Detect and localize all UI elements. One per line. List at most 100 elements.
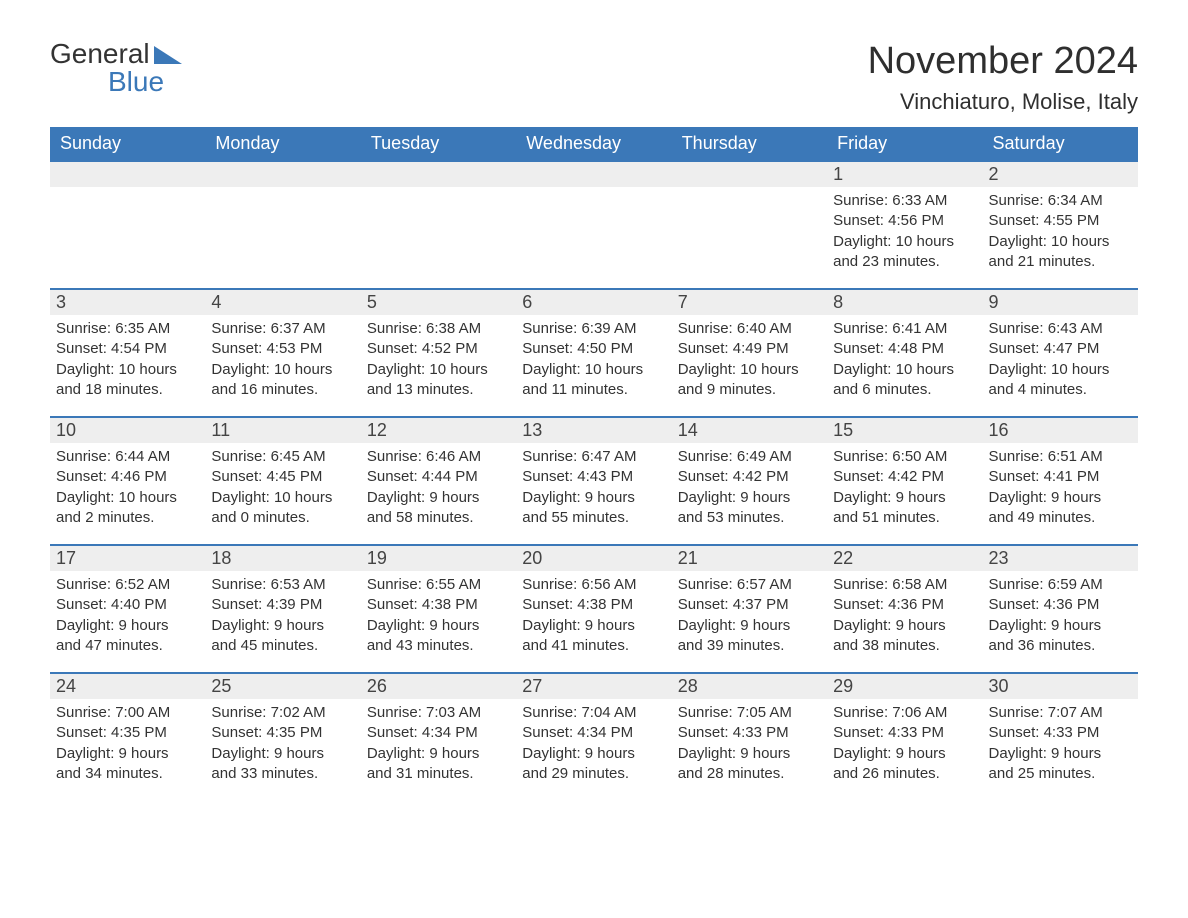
day-daylight2: and 31 minutes.	[367, 764, 510, 784]
day-sunrise: Sunrise: 6:46 AM	[367, 447, 510, 467]
day-details: Sunrise: 6:52 AMSunset: 4:40 PMDaylight:…	[50, 571, 205, 660]
day-sunrise: Sunrise: 6:33 AM	[833, 191, 976, 211]
day-details: Sunrise: 6:58 AMSunset: 4:36 PMDaylight:…	[827, 571, 982, 660]
day-sunset: Sunset: 4:45 PM	[211, 467, 354, 487]
calendar-day-cell: 18Sunrise: 6:53 AMSunset: 4:39 PMDayligh…	[205, 544, 360, 672]
weekday-saturday: Saturday	[983, 127, 1138, 160]
day-sunrise: Sunrise: 6:52 AM	[56, 575, 199, 595]
day-sunrise: Sunrise: 6:58 AM	[833, 575, 976, 595]
day-daylight1: Daylight: 9 hours	[833, 488, 976, 508]
logo-triangle-icon	[154, 46, 182, 64]
day-number: 13	[516, 416, 671, 443]
day-daylight2: and 13 minutes.	[367, 380, 510, 400]
calendar-day-cell: 26Sunrise: 7:03 AMSunset: 4:34 PMDayligh…	[361, 672, 516, 800]
day-daylight1: Daylight: 10 hours	[678, 360, 821, 380]
day-sunset: Sunset: 4:54 PM	[56, 339, 199, 359]
day-daylight2: and 45 minutes.	[211, 636, 354, 656]
day-sunset: Sunset: 4:34 PM	[367, 723, 510, 743]
day-number: 20	[516, 544, 671, 571]
day-number: 29	[827, 672, 982, 699]
weekday-thursday: Thursday	[672, 127, 827, 160]
day-daylight1: Daylight: 9 hours	[56, 744, 199, 764]
day-sunset: Sunset: 4:42 PM	[678, 467, 821, 487]
day-details: Sunrise: 7:06 AMSunset: 4:33 PMDaylight:…	[827, 699, 982, 788]
day-number: 28	[672, 672, 827, 699]
day-details: Sunrise: 6:43 AMSunset: 4:47 PMDaylight:…	[983, 315, 1138, 404]
day-details: Sunrise: 6:59 AMSunset: 4:36 PMDaylight:…	[983, 571, 1138, 660]
day-sunset: Sunset: 4:43 PM	[522, 467, 665, 487]
day-number: 10	[50, 416, 205, 443]
day-number: 12	[361, 416, 516, 443]
day-sunrise: Sunrise: 6:38 AM	[367, 319, 510, 339]
day-sunrise: Sunrise: 7:06 AM	[833, 703, 976, 723]
day-sunrise: Sunrise: 6:35 AM	[56, 319, 199, 339]
day-daylight2: and 55 minutes.	[522, 508, 665, 528]
day-daylight1: Daylight: 9 hours	[989, 488, 1132, 508]
day-details: Sunrise: 7:03 AMSunset: 4:34 PMDaylight:…	[361, 699, 516, 788]
day-details: Sunrise: 6:57 AMSunset: 4:37 PMDaylight:…	[672, 571, 827, 660]
day-daylight2: and 25 minutes.	[989, 764, 1132, 784]
calendar-day-cell: 8Sunrise: 6:41 AMSunset: 4:48 PMDaylight…	[827, 288, 982, 416]
day-daylight1: Daylight: 9 hours	[367, 488, 510, 508]
day-details: Sunrise: 7:04 AMSunset: 4:34 PMDaylight:…	[516, 699, 671, 788]
calendar-table: Sunday Monday Tuesday Wednesday Thursday…	[50, 127, 1138, 800]
day-daylight1: Daylight: 10 hours	[989, 232, 1132, 252]
calendar-day-cell: 12Sunrise: 6:46 AMSunset: 4:44 PMDayligh…	[361, 416, 516, 544]
day-number: 21	[672, 544, 827, 571]
day-daylight2: and 21 minutes.	[989, 252, 1132, 272]
day-sunrise: Sunrise: 7:02 AM	[211, 703, 354, 723]
day-number: 6	[516, 288, 671, 315]
day-sunset: Sunset: 4:48 PM	[833, 339, 976, 359]
day-sunset: Sunset: 4:38 PM	[522, 595, 665, 615]
month-title: November 2024	[868, 40, 1138, 83]
day-sunset: Sunset: 4:36 PM	[989, 595, 1132, 615]
day-daylight1: Daylight: 9 hours	[678, 488, 821, 508]
day-number	[672, 160, 827, 187]
day-number: 27	[516, 672, 671, 699]
logo-text-top: General	[50, 40, 150, 68]
day-sunset: Sunset: 4:49 PM	[678, 339, 821, 359]
day-daylight2: and 39 minutes.	[678, 636, 821, 656]
calendar-day-cell: 28Sunrise: 7:05 AMSunset: 4:33 PMDayligh…	[672, 672, 827, 800]
logo: General Blue	[50, 40, 182, 96]
day-sunset: Sunset: 4:38 PM	[367, 595, 510, 615]
day-sunset: Sunset: 4:47 PM	[989, 339, 1132, 359]
day-sunrise: Sunrise: 6:41 AM	[833, 319, 976, 339]
day-sunrise: Sunrise: 6:45 AM	[211, 447, 354, 467]
day-number: 9	[983, 288, 1138, 315]
day-daylight2: and 58 minutes.	[367, 508, 510, 528]
day-number: 1	[827, 160, 982, 187]
day-sunset: Sunset: 4:42 PM	[833, 467, 976, 487]
calendar-week-row: 3Sunrise: 6:35 AMSunset: 4:54 PMDaylight…	[50, 288, 1138, 416]
day-daylight1: Daylight: 9 hours	[56, 616, 199, 636]
day-number	[50, 160, 205, 187]
day-number: 16	[983, 416, 1138, 443]
day-daylight1: Daylight: 9 hours	[522, 488, 665, 508]
day-sunrise: Sunrise: 6:50 AM	[833, 447, 976, 467]
day-sunrise: Sunrise: 6:53 AM	[211, 575, 354, 595]
calendar-day-cell: 7Sunrise: 6:40 AMSunset: 4:49 PMDaylight…	[672, 288, 827, 416]
day-daylight1: Daylight: 10 hours	[833, 232, 976, 252]
day-daylight2: and 4 minutes.	[989, 380, 1132, 400]
day-number	[361, 160, 516, 187]
day-number: 22	[827, 544, 982, 571]
calendar-day-cell: 21Sunrise: 6:57 AMSunset: 4:37 PMDayligh…	[672, 544, 827, 672]
day-daylight1: Daylight: 9 hours	[989, 744, 1132, 764]
day-daylight2: and 47 minutes.	[56, 636, 199, 656]
day-daylight2: and 53 minutes.	[678, 508, 821, 528]
day-number: 8	[827, 288, 982, 315]
day-number	[516, 160, 671, 187]
calendar-day-cell: 19Sunrise: 6:55 AMSunset: 4:38 PMDayligh…	[361, 544, 516, 672]
day-daylight1: Daylight: 9 hours	[211, 744, 354, 764]
day-sunset: Sunset: 4:55 PM	[989, 211, 1132, 231]
day-daylight2: and 23 minutes.	[833, 252, 976, 272]
calendar-day-cell: 23Sunrise: 6:59 AMSunset: 4:36 PMDayligh…	[983, 544, 1138, 672]
weekday-sunday: Sunday	[50, 127, 205, 160]
calendar-day-cell: 25Sunrise: 7:02 AMSunset: 4:35 PMDayligh…	[205, 672, 360, 800]
day-sunrise: Sunrise: 6:49 AM	[678, 447, 821, 467]
calendar-day-cell: 5Sunrise: 6:38 AMSunset: 4:52 PMDaylight…	[361, 288, 516, 416]
day-sunset: Sunset: 4:40 PM	[56, 595, 199, 615]
day-daylight2: and 36 minutes.	[989, 636, 1132, 656]
day-sunset: Sunset: 4:35 PM	[211, 723, 354, 743]
calendar-day-cell	[516, 160, 671, 288]
